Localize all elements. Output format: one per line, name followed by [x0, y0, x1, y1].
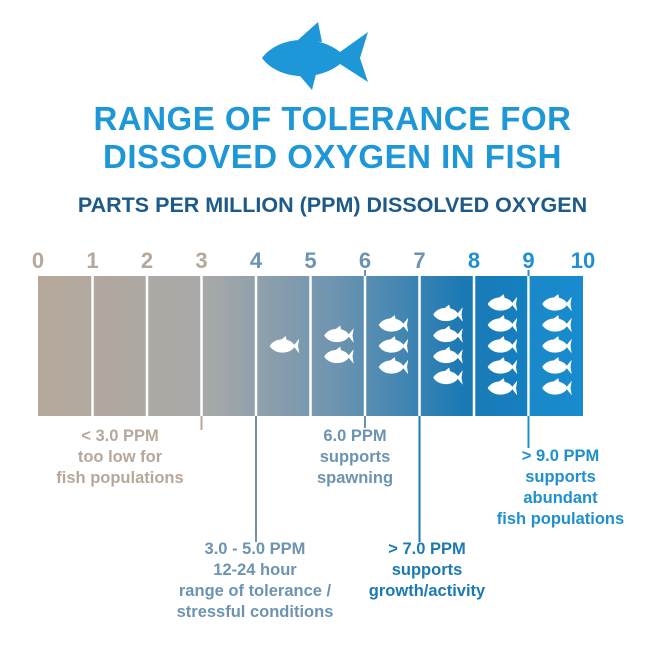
callout-line: fish populations: [496, 510, 625, 528]
title-line-2: DISSOVED OXYGEN IN FISH: [103, 138, 562, 175]
callout-line: supports: [525, 468, 596, 486]
tick-label: 0: [32, 248, 44, 273]
callout-line: < 3.0 PPM: [81, 427, 159, 445]
callout-line: spawning: [316, 469, 394, 487]
tick-label: 6: [359, 248, 371, 273]
subtitle: PARTS PER MILLION (PPM) DISSOLVED OXYGEN: [77, 193, 588, 217]
callout-line: supports: [319, 448, 391, 466]
tick-label: 10: [571, 248, 595, 273]
callout-line: supports: [391, 561, 463, 579]
callout-6ppm: 6.0 PPM supports spawning: [290, 426, 420, 489]
tick-label: 9: [522, 248, 534, 273]
callout-line: fish populations: [56, 469, 184, 487]
fish-icon: [262, 22, 368, 90]
callout-line: range of tolerance /: [178, 582, 332, 600]
callout-3-to-5ppm: 3.0 - 5.0 PPM 12-24 hour range of tolera…: [150, 539, 360, 623]
callout-line: abundant: [523, 489, 598, 507]
callout-line: growth/activity: [368, 582, 486, 600]
callout-line: > 9.0 PPM: [521, 447, 600, 465]
callout-line: > 7.0 PPM: [388, 540, 466, 558]
callout-line: stressful conditions: [176, 603, 334, 621]
tick-label: 5: [304, 248, 316, 273]
callout-9ppm: > 9.0 PPM supports abundant fish populat…: [478, 446, 643, 530]
tick-label: 2: [141, 248, 153, 273]
tick-label: 1: [86, 248, 98, 273]
callout-line: 3.0 - 5.0 PPM: [204, 540, 306, 558]
callout-7ppm: > 7.0 PPM supports growth/activity: [352, 539, 502, 602]
tick-label: 3: [195, 248, 207, 273]
callout-line: 12-24 hour: [213, 561, 297, 579]
callout-line: 6.0 PPM: [323, 427, 387, 445]
tick-label: 8: [468, 248, 480, 273]
tick-label: 7: [413, 248, 425, 273]
title-line-1: RANGE OF TOLERANCE FOR: [93, 100, 572, 137]
callout-below-3ppm: < 3.0 PPM too low for fish populations: [20, 426, 220, 489]
callout-line: too low for: [77, 448, 163, 466]
tick-label: 4: [250, 248, 263, 273]
